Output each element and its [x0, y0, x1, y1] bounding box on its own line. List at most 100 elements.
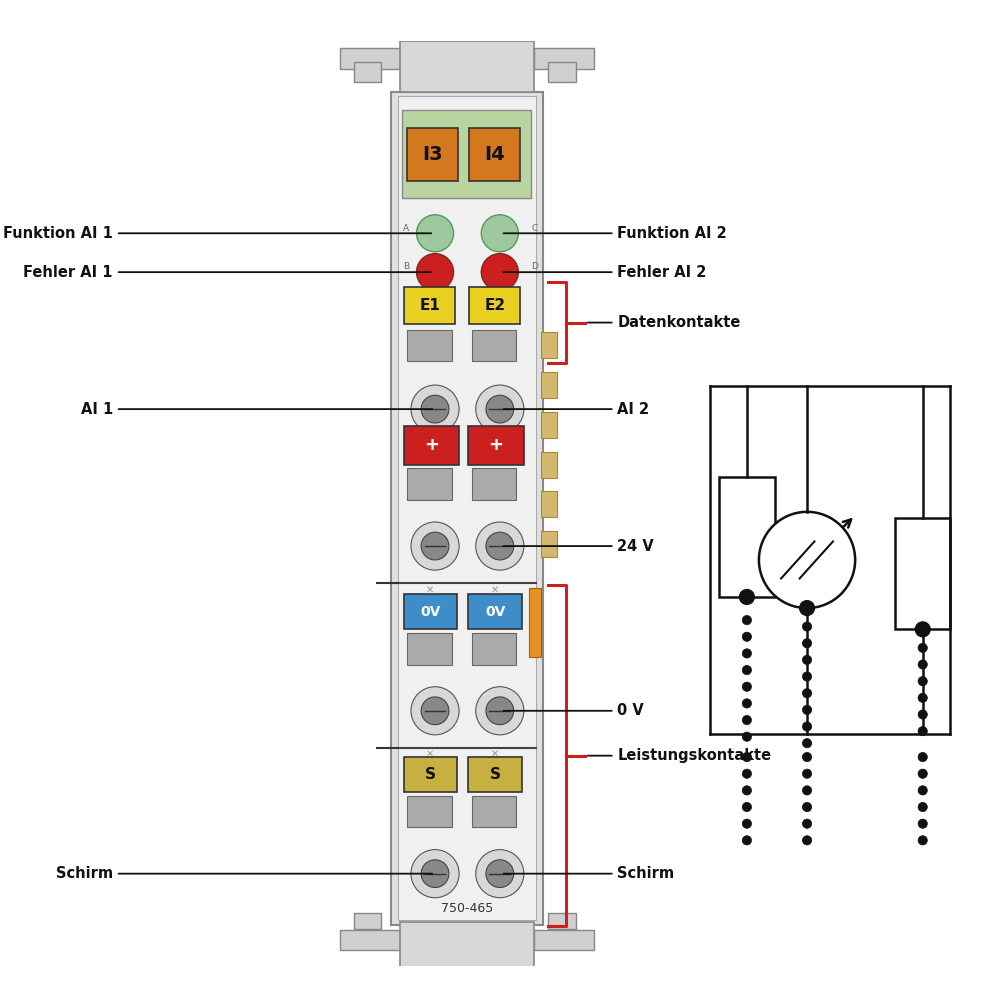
Text: D: D: [531, 263, 538, 271]
Bar: [401, 110, 531, 198]
Bar: [540, 373, 557, 398]
Bar: [403, 426, 459, 464]
Text: ✕: ✕: [426, 584, 434, 594]
Text: ✕: ✕: [491, 584, 499, 594]
Circle shape: [486, 697, 514, 725]
Circle shape: [742, 803, 751, 812]
Circle shape: [739, 589, 754, 604]
Circle shape: [803, 672, 812, 681]
Text: ✕: ✕: [491, 749, 499, 759]
Circle shape: [476, 850, 524, 897]
Bar: [540, 452, 557, 477]
Bar: [534, 48, 595, 68]
Text: Leistungskontakte: Leistungskontakte: [588, 748, 772, 763]
Bar: [469, 287, 520, 324]
Bar: [469, 594, 522, 629]
Circle shape: [481, 214, 518, 252]
Bar: [399, 921, 534, 976]
Text: 0 V: 0 V: [504, 703, 644, 718]
Circle shape: [918, 660, 928, 669]
Text: I4: I4: [484, 145, 505, 164]
Bar: [472, 329, 516, 361]
Circle shape: [416, 214, 454, 252]
Circle shape: [918, 752, 928, 761]
Circle shape: [918, 836, 928, 845]
Circle shape: [800, 600, 815, 615]
Bar: [398, 97, 536, 920]
Circle shape: [742, 836, 751, 845]
Circle shape: [486, 532, 514, 560]
Bar: [534, 930, 595, 951]
Bar: [895, 519, 951, 629]
Bar: [548, 912, 575, 929]
Text: Schirm: Schirm: [56, 866, 433, 881]
Text: Fehler AI 2: Fehler AI 2: [504, 265, 706, 280]
Text: Funktion AI 1: Funktion AI 1: [3, 226, 432, 241]
Circle shape: [742, 699, 751, 708]
Text: A: A: [402, 224, 408, 233]
Text: E2: E2: [484, 298, 505, 313]
Bar: [353, 62, 381, 83]
Circle shape: [476, 385, 524, 433]
Circle shape: [803, 622, 812, 631]
Text: 0V: 0V: [485, 605, 505, 618]
Circle shape: [411, 385, 459, 433]
Text: 24 V: 24 V: [504, 539, 654, 554]
Circle shape: [918, 819, 928, 829]
Circle shape: [422, 697, 449, 725]
Circle shape: [759, 512, 855, 608]
Bar: [469, 757, 522, 793]
Text: ✕: ✕: [426, 749, 434, 759]
Circle shape: [803, 738, 812, 748]
Circle shape: [742, 732, 751, 741]
Circle shape: [803, 638, 812, 648]
Circle shape: [918, 643, 928, 653]
Text: 0V: 0V: [421, 605, 441, 618]
Bar: [472, 468, 516, 499]
Circle shape: [918, 785, 928, 795]
Bar: [399, 41, 534, 92]
Circle shape: [915, 622, 931, 636]
Circle shape: [918, 803, 928, 812]
Circle shape: [742, 785, 751, 795]
Circle shape: [486, 395, 514, 423]
Circle shape: [918, 677, 928, 686]
Circle shape: [476, 522, 524, 570]
Bar: [353, 912, 381, 929]
Circle shape: [918, 726, 928, 736]
Circle shape: [422, 395, 449, 423]
Circle shape: [803, 803, 812, 812]
Text: I3: I3: [423, 145, 443, 164]
Text: Funktion AI 2: Funktion AI 2: [504, 226, 727, 241]
Bar: [407, 329, 452, 361]
Bar: [540, 532, 557, 557]
Bar: [719, 476, 775, 597]
Circle shape: [918, 710, 928, 719]
Circle shape: [803, 769, 812, 778]
Text: +: +: [424, 436, 439, 454]
Bar: [529, 588, 540, 658]
Circle shape: [803, 752, 812, 761]
Circle shape: [742, 715, 751, 725]
Bar: [403, 594, 458, 629]
Bar: [407, 468, 452, 499]
Bar: [407, 796, 452, 828]
Circle shape: [742, 752, 751, 761]
Bar: [340, 930, 399, 951]
Bar: [403, 757, 458, 793]
Circle shape: [742, 682, 751, 692]
Circle shape: [742, 615, 751, 624]
Text: C: C: [531, 224, 537, 233]
Circle shape: [918, 769, 928, 778]
Bar: [540, 412, 557, 438]
Bar: [472, 633, 516, 665]
Text: E1: E1: [420, 298, 441, 313]
Circle shape: [803, 836, 812, 845]
Text: Fehler AI 1: Fehler AI 1: [23, 265, 432, 280]
Circle shape: [803, 656, 812, 665]
Circle shape: [486, 860, 514, 887]
Circle shape: [803, 819, 812, 829]
Text: AI 1: AI 1: [80, 402, 433, 417]
Circle shape: [742, 819, 751, 829]
Bar: [340, 48, 399, 68]
